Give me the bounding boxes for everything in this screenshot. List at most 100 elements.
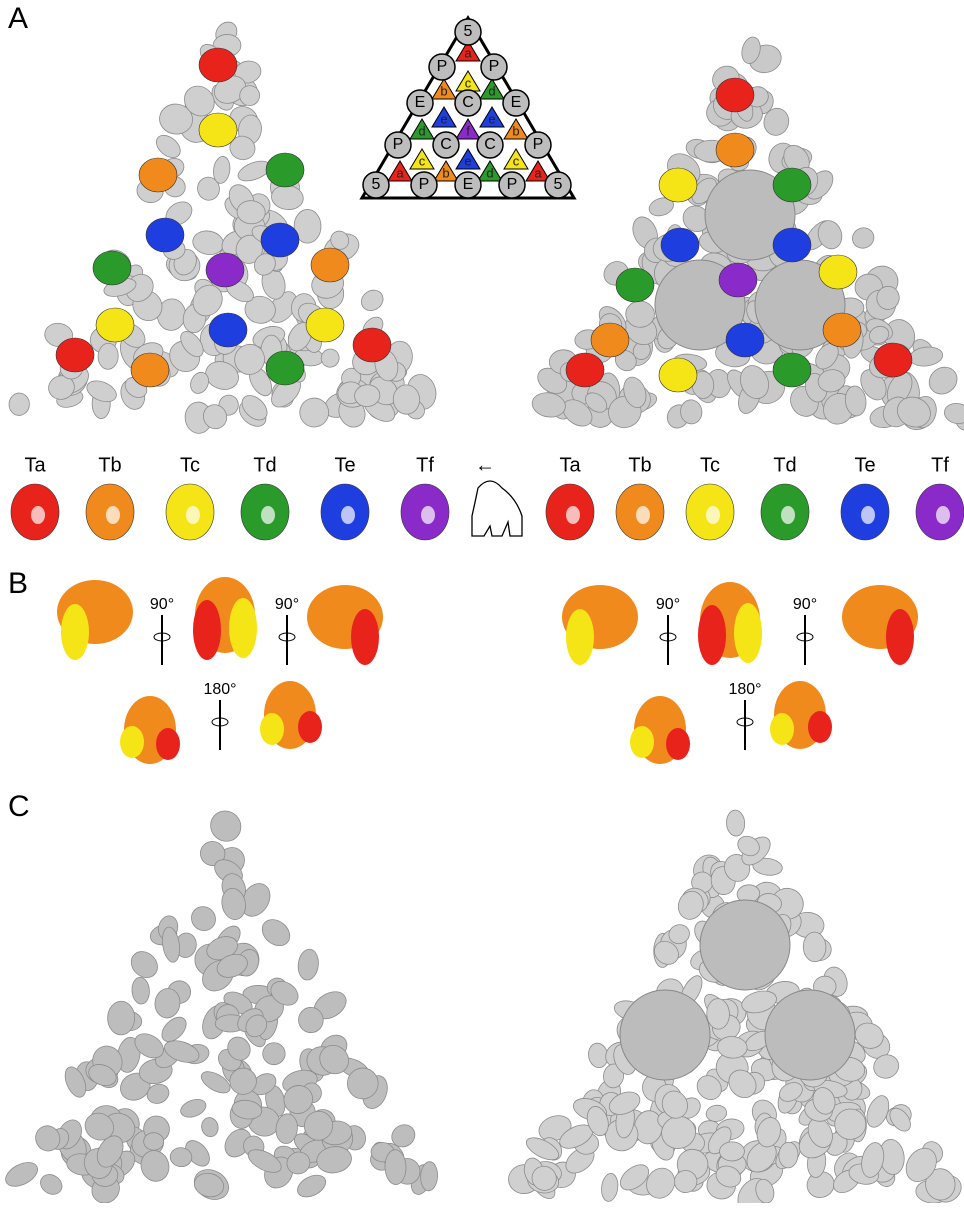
subunit-hole [936, 506, 950, 524]
colored-subunit [661, 228, 699, 262]
subunit-hole [421, 506, 435, 524]
subunit-hole [106, 506, 120, 524]
ring-complex [700, 900, 790, 990]
diagram-node-label: P [393, 136, 404, 153]
colored-subunit [773, 353, 811, 387]
colored-subunit [311, 248, 349, 282]
colored-subunit [146, 218, 184, 252]
diagram-triangle-label: e [440, 111, 447, 126]
subunit-view [193, 600, 221, 660]
colored-subunit [139, 158, 177, 192]
subunit-label: Td [773, 454, 796, 476]
subunit-view [298, 711, 322, 743]
density-blob [257, 914, 295, 951]
diagram-node-label: E [463, 176, 474, 193]
density-blob [600, 1172, 619, 1202]
diagram-node-label: P [507, 176, 518, 193]
diagram-node-label: C [484, 136, 496, 153]
diagram-node-label: E [415, 94, 426, 111]
density-blob [263, 1043, 286, 1065]
diagram-node-label: E [511, 94, 522, 111]
colored-subunit [266, 153, 304, 187]
diagram-triangle-label: c [465, 75, 472, 90]
colored-subunit [726, 323, 764, 357]
rotation-angle: 180° [728, 681, 761, 698]
subunit-label: Tf [416, 454, 434, 476]
subunit-view [808, 711, 832, 743]
colored-subunit [659, 168, 697, 202]
subunit-label: Te [854, 454, 875, 476]
density-blob [943, 401, 964, 425]
density-blob [924, 362, 962, 400]
density-blob [31, 1122, 64, 1156]
colored-subunit [93, 251, 131, 285]
subunit-hole [566, 506, 580, 524]
density-blob [187, 902, 221, 936]
colored-subunit [306, 308, 344, 342]
panel-label: B [8, 567, 28, 600]
diagram-node-label: P [419, 176, 430, 193]
colored-subunit [823, 313, 861, 347]
subunit-label: Ta [559, 454, 581, 476]
diagram-node-label: P [437, 58, 448, 75]
density-blob [357, 286, 387, 315]
colored-subunit [266, 351, 304, 385]
subunit-view [770, 713, 794, 745]
density-blob [803, 932, 827, 963]
subunit-view [666, 728, 690, 760]
density-blob [204, 805, 247, 848]
panel-label: C [8, 790, 30, 823]
subunit-view [698, 605, 726, 665]
density-blob [319, 346, 342, 369]
diagram-node-label: 5 [554, 176, 563, 193]
diagram-node-label: 5 [372, 176, 381, 193]
density-blob [178, 1096, 208, 1120]
density-blob [152, 131, 184, 162]
density-blob [37, 1171, 66, 1199]
density-blob [8, 392, 30, 416]
colored-subunit [261, 223, 299, 257]
subunit-label: Tc [180, 454, 200, 476]
rotation-angle: 90° [150, 596, 174, 613]
density-blob [131, 977, 150, 1005]
diagram-triangle-label: c [419, 153, 426, 168]
colored-subunit [716, 133, 754, 167]
diagram-triangle-label: f [466, 123, 470, 138]
density-blob [144, 1133, 164, 1151]
subunit-view [886, 609, 914, 665]
diagram-triangle-label: a [396, 165, 404, 180]
page: A B C acbdeedfbcecabda5PPECEPCCP5PEP5TaT… [0, 0, 964, 1208]
subunit-view [566, 609, 594, 665]
rotation-angle: 90° [656, 596, 680, 613]
diagram-triangle-label: e [464, 153, 471, 168]
diagram-triangle-label: b [442, 165, 449, 180]
subunit-view [61, 604, 89, 660]
diagram-node-label: 5 [464, 23, 473, 40]
diagram-triangle-label: a [464, 45, 472, 60]
diagram-triangle-label: d [488, 83, 495, 98]
subunit-view [734, 603, 762, 663]
view-arrow: ← [475, 454, 495, 476]
colored-subunit [819, 255, 857, 289]
ring-complex [620, 990, 710, 1080]
rotation-angle: 180° [203, 681, 236, 698]
density-blob [2, 1158, 42, 1192]
diagram-triangle-label: d [486, 165, 493, 180]
subunit-hole [781, 506, 795, 524]
colored-subunit [353, 328, 391, 362]
density-blob [107, 1001, 134, 1035]
subunit-view [630, 726, 654, 758]
diagram-triangle-label: c [513, 153, 520, 168]
colored-subunit [719, 263, 757, 297]
density-blob [294, 393, 334, 433]
panel-label: A [8, 2, 28, 35]
subunit-label: Tb [628, 454, 651, 476]
figure: A B C acbdeedfbcecabda5PPECEPCCP5PEP5TaT… [0, 0, 964, 1203]
diagram-node-label: C [462, 94, 474, 111]
diagram-triangle-label: d [418, 123, 425, 138]
colored-subunit [591, 323, 629, 357]
subunit-label: Td [253, 454, 276, 476]
colored-subunit [773, 228, 811, 262]
subunit-view [260, 713, 284, 745]
diagram-triangle-label: e [488, 111, 495, 126]
